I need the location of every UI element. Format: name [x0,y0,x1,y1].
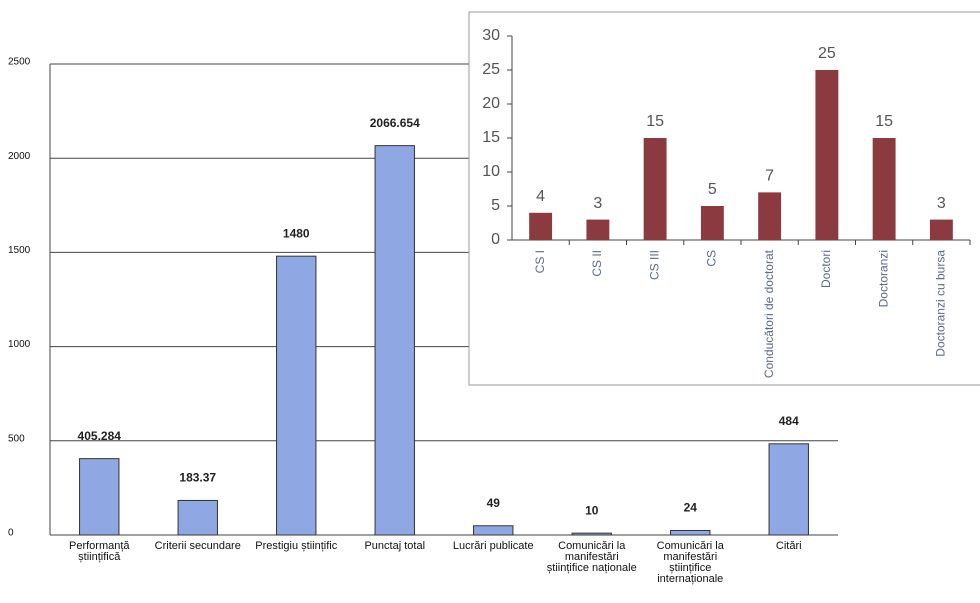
bar [815,70,839,240]
y-tick-label: 0 [491,231,500,248]
x-label-box: Citări [775,541,802,552]
value-label: 25 [818,45,836,62]
value-label: 183.37 [179,471,216,485]
y-tick-label: 1000 [8,339,31,350]
bar [473,525,514,536]
value-label: 24 [684,501,698,515]
x-tick-label: Criterii secundare [154,541,241,552]
x-tick-label: Doctoranzi [876,250,890,307]
x-label-box: Comunicări la manifestări științifice na… [546,541,637,574]
x-tick-label: Comunicări la manifestări științifice in… [656,541,724,585]
bar [643,138,667,240]
bar [929,219,953,240]
x-tick-label: Punctaj total [364,541,426,552]
x-label-box: Lucrări publicate [452,541,534,552]
bar [670,529,711,536]
x-tick-label: Performanță științifică [68,541,130,563]
bar [79,458,120,536]
y-tick-label: 1500 [8,245,31,256]
x-tick-label: Conducători de doctorat [762,249,776,378]
y-tick-label: 2500 [8,57,31,68]
x-label-box: Prestigiu științific [255,541,338,552]
value-label: 2066.654 [370,116,420,130]
inset-panel [468,11,980,386]
x-tick-label: CS II [590,250,604,277]
x-label-box: Criterii secundare [154,541,241,552]
value-label: 484 [779,414,799,428]
y-tick-label: 0 [8,528,14,539]
y-tick-label: 25 [482,61,500,78]
bar [872,138,896,240]
y-tick-label: 30 [482,27,500,44]
value-label: 15 [646,113,664,130]
bar [700,206,724,240]
value-label: 1480 [283,226,310,240]
value-label: 4 [536,188,545,205]
value-label: 3 [593,195,602,212]
x-label-box: Comunicări la manifestări științifice in… [656,541,724,585]
value-label: 49 [487,496,501,510]
x-tick-label: CS [705,250,719,267]
y-tick-label: 2000 [8,151,31,162]
value-label: 15 [875,113,893,130]
value-label: 3 [937,195,946,212]
y-tick-label: 10 [482,163,500,180]
bar [177,499,218,536]
bar [768,443,809,536]
value-label: 405.284 [78,429,122,443]
y-tick-label: 15 [482,129,500,146]
bar [586,219,610,240]
x-label-box: Performanță științifică [68,541,130,563]
x-tick-label: Doctoranzi cu bursa [934,250,948,357]
x-tick-label: CS III [647,250,661,280]
value-label: 5 [708,181,717,198]
value-label: 10 [585,503,599,517]
x-tick-label: Doctori [819,250,833,288]
bar [571,532,612,536]
bar [758,192,782,240]
x-tick-label: CS I [533,250,547,273]
bar [374,145,415,536]
bar [276,255,317,536]
x-tick-label: Prestigiu științific [255,541,338,552]
x-tick-label: Comunicări la manifestări științifice na… [546,541,637,574]
y-tick-label: 5 [491,197,500,214]
y-tick-label: 500 [8,433,25,444]
x-label-box: Punctaj total [364,541,426,552]
x-tick-label: Lucrări publicate [452,541,534,552]
value-label: 7 [765,168,774,185]
bar [529,212,553,240]
x-tick-label: Citări [775,541,802,552]
y-tick-label: 20 [482,95,500,112]
